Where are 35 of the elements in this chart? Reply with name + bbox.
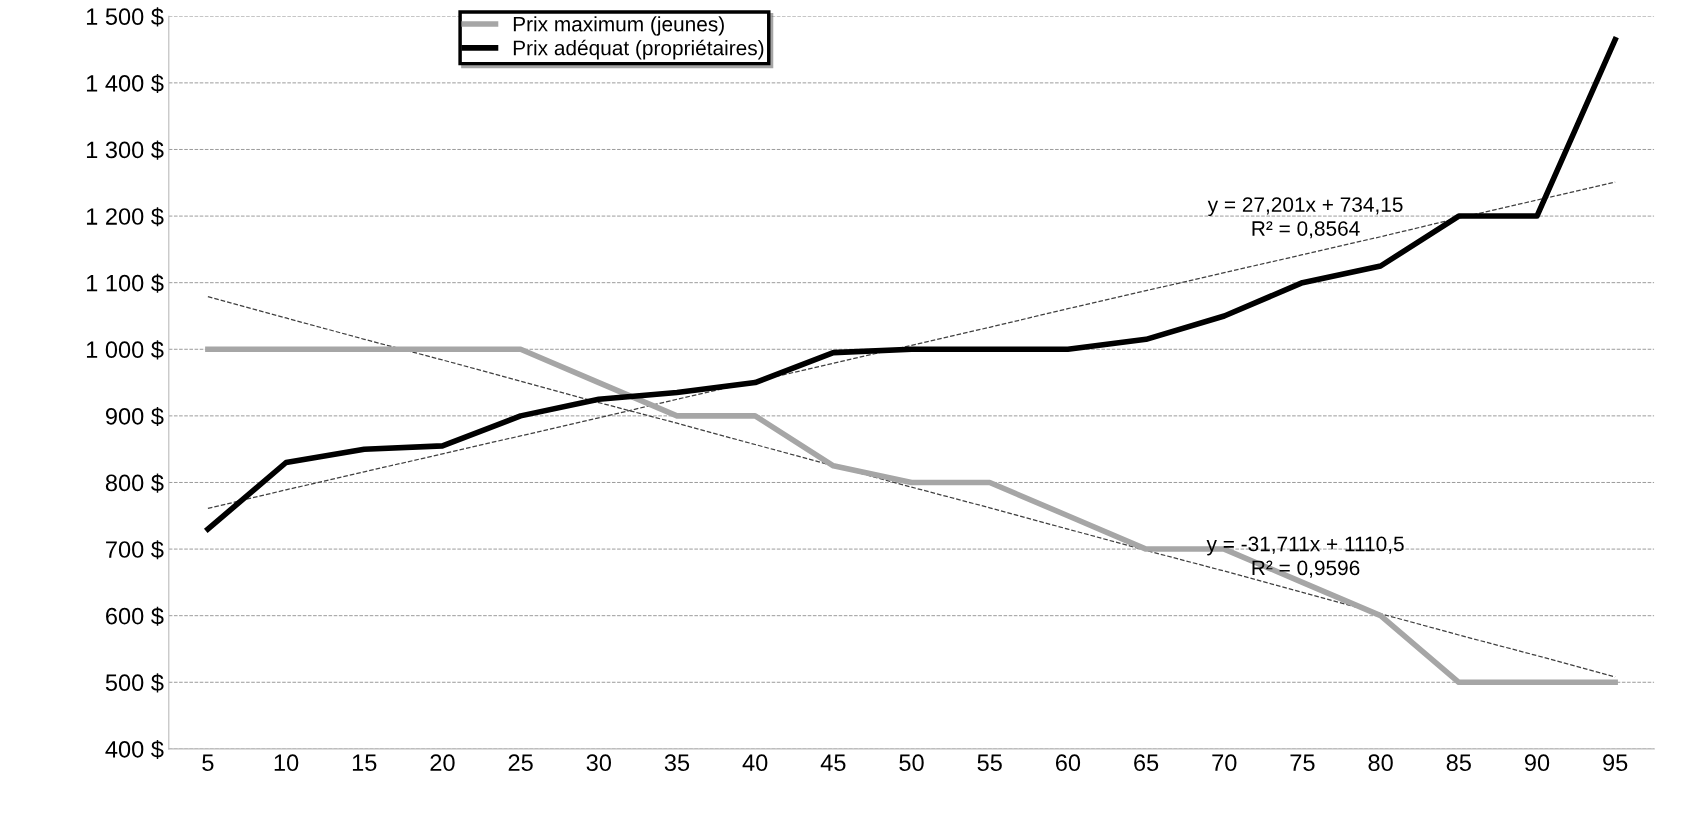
x-tick-label: 25 <box>508 754 533 772</box>
y-tick-label: 500 $ <box>105 673 164 693</box>
x-tick-label: 20 <box>430 754 455 772</box>
x-tick-label: 60 <box>1055 754 1081 772</box>
y-tick-label: 900 $ <box>105 406 164 427</box>
y-tick-label: 700 $ <box>106 540 164 560</box>
annotation: y = 27,201x + 734,15 R² = 0,8564 <box>1207 197 1403 239</box>
x-tick-label: 45 <box>820 754 846 772</box>
y-tick-label: 1 400 $ <box>86 73 164 94</box>
y-tick-label: 1 200 $ <box>86 207 164 227</box>
x-tick-label: 70 <box>1212 754 1237 772</box>
x-tick-label: 40 <box>742 754 768 772</box>
annotation: y = -31,711x + 1110,5 R² = 0,9596 <box>1206 536 1404 578</box>
x-tick-label: 75 <box>1290 754 1315 772</box>
x-tick-label: 85 <box>1446 754 1471 772</box>
x-tick-label: 35 <box>664 754 690 772</box>
y-tick-label: 800 $ <box>105 473 164 493</box>
x-tick-label: 80 <box>1368 754 1393 772</box>
x-tick-label: 10 <box>274 754 299 772</box>
x-tick-label: 50 <box>899 754 924 772</box>
x-tick-label: 90 <box>1524 754 1550 772</box>
y-tick-label: 400 $ <box>105 739 164 760</box>
x-tick-label: 55 <box>977 754 1002 772</box>
x-tick-label: 65 <box>1134 754 1159 772</box>
y-tick-label: 1 300 $ <box>86 140 164 160</box>
x-tick-label: 95 <box>1603 754 1628 772</box>
x-tick-label: 5 <box>202 754 214 772</box>
y-tick-label: 1 000 $ <box>86 340 164 360</box>
x-tick-label: 15 <box>352 754 377 772</box>
y-tick-label: 1 100 $ <box>86 273 164 293</box>
legend-label: Prix adéquat (propriétaires) <box>513 39 764 60</box>
legend-label: Prix maximum (jeunes) <box>513 16 724 36</box>
y-tick-label: 600 $ <box>106 606 164 626</box>
x-tick-label: 30 <box>586 754 611 772</box>
y-tick-label: 1 500 $ <box>86 7 164 27</box>
